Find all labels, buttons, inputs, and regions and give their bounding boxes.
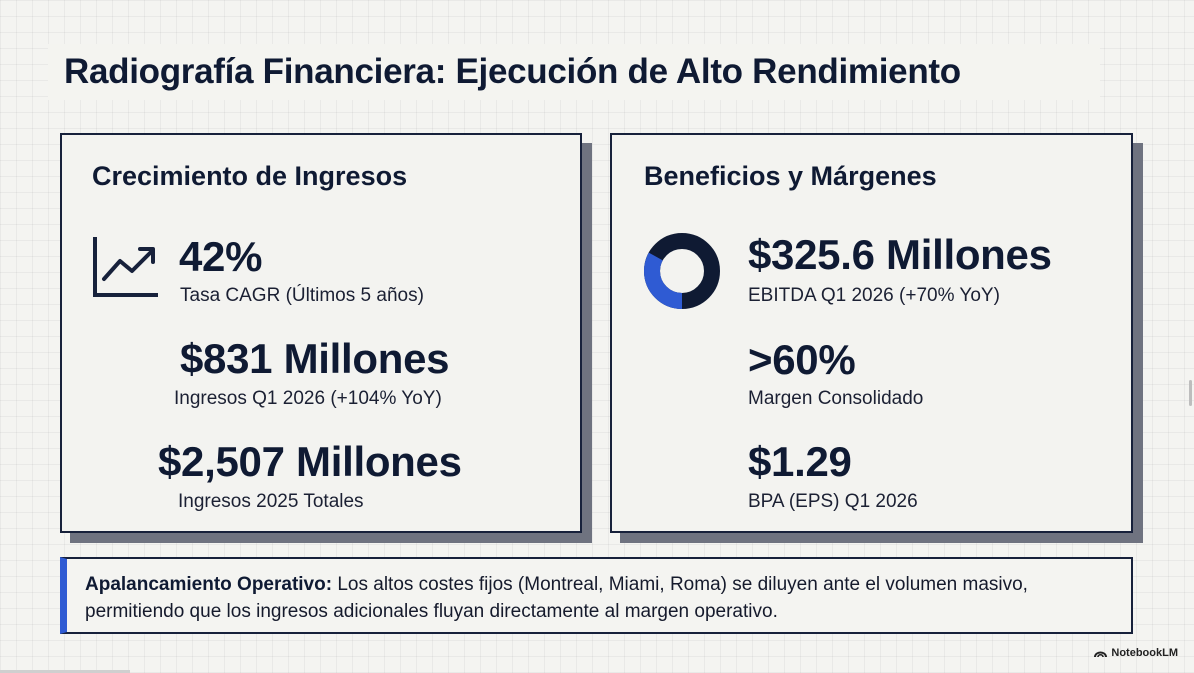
profit-margins-card: Beneficios y Márgenes $325.6 Millones EB… — [610, 133, 1133, 533]
scroll-indicator[interactable] — [1189, 380, 1192, 406]
cagr-label: Tasa CAGR (Últimos 5 años) — [180, 285, 424, 306]
trend-up-chart-icon — [93, 237, 158, 297]
cagr-value: 42% — [179, 233, 263, 280]
revenue-2025-label: Ingresos 2025 Totales — [178, 491, 364, 512]
eps-value: $1.29 — [748, 438, 852, 485]
profit-margins-heading: Beneficios y Márgenes — [644, 161, 937, 191]
title-banner: Radiografía Financiera: Ejecución de Alt… — [48, 44, 1100, 100]
q1-revenue-label: Ingresos Q1 2026 (+104% YoY) — [174, 388, 442, 409]
ebitda-value: $325.6 Millones — [748, 231, 1052, 278]
revenue-growth-heading: Crecimiento de Ingresos — [92, 161, 408, 191]
operating-leverage-callout: Apalancamiento Operativo: Los altos cost… — [60, 557, 1133, 634]
margin-value: >60% — [748, 336, 856, 383]
q1-revenue-value: $831 Millones — [180, 335, 450, 382]
page-title: Radiografía Financiera: Ejecución de Alt… — [64, 52, 961, 91]
notebooklm-logo-icon — [1094, 651, 1108, 658]
donut-chart-icon — [644, 233, 720, 309]
ebitda-label: EBITDA Q1 2026 (+70% YoY) — [748, 285, 1000, 306]
bottom-progress-strip — [0, 670, 130, 673]
watermark-label: NotebookLM — [1111, 647, 1178, 659]
callout-bold-label: Apalancamiento Operativo: — [85, 574, 333, 595]
callout-body: Los altos costes fijos (Montreal, Miami,… — [85, 574, 1028, 622]
revenue-2025-value: $2,507 Millones — [158, 438, 462, 485]
margin-label: Margen Consolidado — [748, 388, 924, 409]
eps-label: BPA (EPS) Q1 2026 — [748, 491, 918, 512]
revenue-growth-card: Crecimiento de Ingresos 42% Tasa CAGR (Ú… — [60, 133, 582, 533]
notebooklm-watermark: NotebookLM — [1094, 647, 1178, 659]
callout-text: Apalancamiento Operativo: Los altos cost… — [85, 571, 1125, 625]
